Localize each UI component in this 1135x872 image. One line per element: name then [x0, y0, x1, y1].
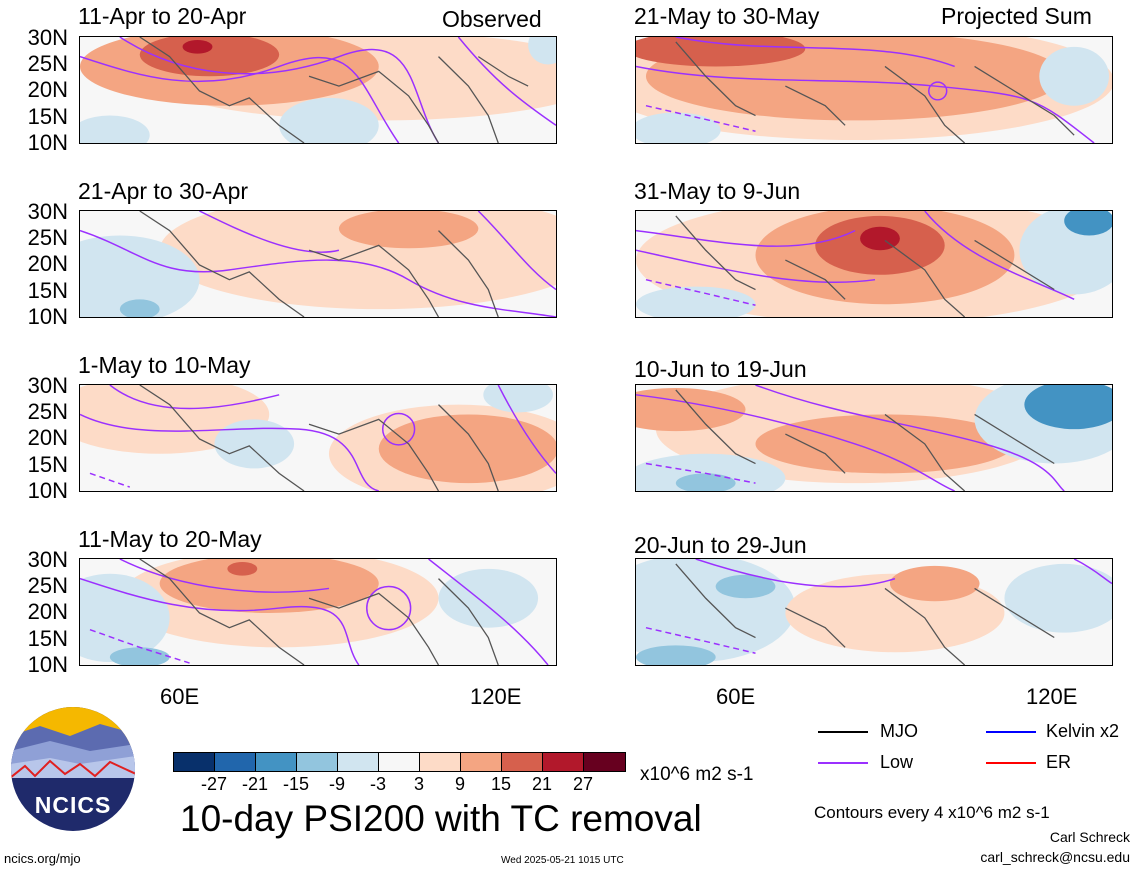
author-email: carl_schreck@ncsu.edu	[980, 849, 1130, 865]
legend-label-low: Low	[880, 752, 914, 772]
legend-label-kelvin: Kelvin x2	[1046, 721, 1120, 741]
legend-swatch-low	[818, 762, 868, 764]
map-panel-8	[635, 558, 1113, 666]
legend-swatch-kelvin	[986, 731, 1036, 733]
panel-title-5: 1-May to 10-May	[78, 352, 251, 378]
lat-label: 25N	[27, 51, 68, 76]
lat-label: 25N	[27, 225, 68, 250]
lon-label-left-120e: 120E	[470, 684, 522, 709]
colorbar-tick: 3	[413, 774, 424, 794]
lat-label: 15N	[27, 626, 68, 651]
site-url: ncics.org/mjo	[4, 851, 81, 866]
map-panel-7	[79, 558, 557, 666]
legend-label-mjo: MJO	[880, 721, 918, 741]
map-panel-5	[79, 384, 557, 492]
panel-title-1: 11-Apr to 20-Apr	[78, 3, 247, 29]
colorbar-cell	[173, 752, 215, 772]
panel-title-4: 31-May to 9-Jun	[634, 178, 801, 204]
lat-label: 30N	[27, 25, 68, 50]
lat-label: 10N	[27, 478, 68, 503]
colorbar-tick: -9	[328, 774, 345, 794]
colorbar-tick: -27	[200, 774, 227, 794]
colorbar-tick: -3	[369, 774, 386, 794]
colorbar-units: x10^6 m2 s-1	[640, 764, 754, 785]
colorbar-cell	[337, 752, 379, 772]
map-panel-6	[635, 384, 1113, 492]
lat-label: 15N	[27, 104, 68, 129]
lat-label: 20N	[27, 599, 68, 624]
colorbar-tick: 15	[490, 774, 512, 794]
lat-label: 30N	[27, 199, 68, 224]
ncics-logo: NCICS	[10, 706, 136, 832]
colorbar-cell	[583, 752, 626, 772]
lat-label: 10N	[27, 652, 68, 677]
lat-label: 20N	[27, 425, 68, 450]
lon-label-right-120e: 120E	[1026, 684, 1078, 709]
colorbar-cell	[542, 752, 584, 772]
panel-title-3: 21-Apr to 30-Apr	[78, 178, 249, 204]
lat-label: 30N	[27, 547, 68, 572]
colorbar-cell	[296, 752, 338, 772]
colorbar-tick: 21	[531, 774, 553, 794]
panel-title-6: 10-Jun to 19-Jun	[634, 356, 807, 382]
colorbar-tick: 27	[572, 774, 594, 794]
colorbar-cell	[378, 752, 420, 772]
colorbar-cell	[419, 752, 461, 772]
panel-tag-projected: Projected Sum	[941, 3, 1092, 29]
panel-tag-observed: Observed	[442, 6, 542, 32]
timestamp: Wed 2025-05-21 1015 UTC	[501, 855, 624, 866]
lon-label-left-60e: 60E	[160, 684, 200, 709]
map-panel-4	[635, 210, 1113, 318]
map-panel-3	[79, 210, 557, 318]
legend-swatch-mjo	[818, 731, 868, 733]
author: Carl Schreck	[1049, 829, 1130, 845]
colorbar-tick: 9	[454, 774, 465, 794]
lon-label-right-60e: 60E	[716, 684, 756, 709]
colorbar-tick: -21	[241, 774, 268, 794]
lat-label: 15N	[27, 278, 68, 303]
lat-label: 15N	[27, 452, 68, 477]
map-panel-2	[635, 36, 1113, 144]
colorbar-cell	[501, 752, 543, 772]
lat-label: 30N	[27, 373, 68, 398]
lat-label: 20N	[27, 251, 68, 276]
panel-title-2: 21-May to 30-May	[634, 3, 820, 29]
lat-label: 10N	[27, 304, 68, 329]
lat-label: 20N	[27, 77, 68, 102]
legend-label-er: ER	[1046, 752, 1072, 772]
panel-title-7: 11-May to 20-May	[78, 526, 262, 552]
map-panel-1	[79, 36, 557, 144]
logo-text: NCICS	[34, 792, 112, 818]
legend-swatch-er	[986, 762, 1036, 764]
colorbar-tick: -15	[282, 774, 309, 794]
colorbar-cell	[255, 752, 297, 772]
lat-label: 25N	[27, 573, 68, 598]
panel-title-8: 20-Jun to 29-Jun	[634, 532, 807, 558]
lat-label: 10N	[27, 130, 68, 155]
contour-note: Contours every 4 x10^6 m2 s-1	[814, 803, 1050, 822]
lat-label: 25N	[27, 399, 68, 424]
main-title: 10-day PSI200 with TC removal	[180, 798, 702, 839]
colorbar-cell	[214, 752, 256, 772]
colorbar-cell	[460, 752, 502, 772]
